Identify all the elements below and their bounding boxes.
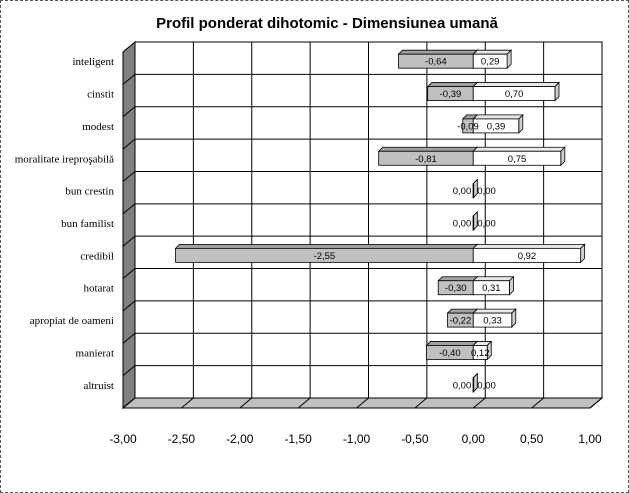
floor-gridline — [297, 397, 311, 409]
data-label-negative: -0,64 — [425, 57, 447, 68]
floor-gridline — [531, 397, 544, 409]
bars — [174, 49, 586, 393]
bar-top-positive — [472, 114, 524, 120]
data-label-negative: 0,00 — [453, 380, 472, 391]
category-label: hotarat — [83, 283, 114, 295]
floor-gridline — [122, 397, 136, 409]
floor-gridline — [414, 397, 428, 409]
category-label: inteligent — [72, 56, 114, 68]
bar-top-positive — [472, 146, 566, 152]
bar-positive — [472, 183, 475, 199]
bar-positive — [472, 247, 582, 263]
bar-positive — [472, 312, 513, 328]
bar-positive — [472, 215, 475, 231]
data-label-positive: 0,00 — [477, 219, 496, 230]
x-tick-label: -0,50 — [401, 432, 429, 446]
data-label-negative: 0,00 — [453, 186, 472, 197]
data-label-positive: 0,00 — [477, 380, 496, 391]
data-label-positive: 0,70 — [505, 89, 524, 100]
gridlines — [122, 42, 603, 409]
data-label-negative: -0,39 — [440, 89, 462, 100]
bar-top-negative — [426, 82, 479, 87]
data-labels: -0,64 0,29 -0,39 0,70 -0,09 0,39 -0,81 0,75 0,00… — [314, 57, 537, 392]
side-gridline — [122, 106, 136, 118]
data-label-positive: 0,33 — [483, 316, 502, 327]
bar-top-positive — [472, 243, 586, 249]
data-label-positive: 0,31 — [482, 283, 501, 294]
bar-positive — [472, 150, 562, 166]
data-label-negative: -0,30 — [445, 283, 467, 294]
bar-top-positive — [472, 49, 513, 55]
x-tick-labels: -3,00 -2,50 -2,00 -1,50 -1,00 -0,50 0,00 0,50 1,… — [109, 432, 602, 446]
bar-top-positive — [472, 82, 560, 87]
bar-top-negative — [174, 243, 479, 249]
data-label-positive: 0,39 — [487, 121, 506, 132]
side-gridline — [122, 171, 136, 182]
side-gridline — [122, 300, 136, 312]
bar-top-negative — [437, 276, 479, 282]
side-gridline — [122, 203, 136, 215]
data-label-positive: 0,00 — [477, 186, 496, 197]
floor-gridline — [181, 397, 194, 409]
bar-top-positive — [472, 308, 517, 314]
category-label: bun familist — [61, 218, 114, 230]
data-label-negative: -2,55 — [314, 251, 336, 262]
category-label: bun crestin — [65, 186, 114, 198]
bar-positive — [472, 377, 475, 393]
chart-title: Profil ponderat dihotomic - Dimensiunea … — [156, 15, 498, 32]
side-wall — [122, 40, 136, 410]
data-label-negative: 0,00 — [453, 219, 472, 230]
x-tick-label: 1,00 — [578, 432, 602, 446]
side-gridline — [122, 365, 136, 377]
bar-top-negative — [377, 146, 479, 152]
category-label: altruist — [83, 380, 114, 392]
x-tick-label: -2,50 — [168, 432, 196, 446]
data-label-positive: 0,75 — [508, 154, 527, 165]
x-tick-label: -1,00 — [343, 432, 371, 446]
side-gridline — [122, 268, 136, 279]
category-label: manierat — [76, 347, 114, 359]
bar-positive — [472, 345, 488, 360]
bar-positive — [472, 280, 510, 296]
floor-gridline — [356, 397, 369, 409]
x-tick-label: 0,50 — [520, 432, 544, 446]
bar-positive — [472, 86, 556, 101]
bar-top-positive — [472, 276, 515, 282]
data-label-negative: -0,22 — [450, 316, 472, 327]
side-gridline — [122, 73, 136, 85]
side-gridline — [122, 138, 136, 150]
side-gridline — [122, 235, 136, 247]
side-gridline — [122, 332, 136, 344]
bar-top-negative — [446, 308, 479, 314]
bar-top-negative — [425, 341, 479, 346]
data-label-negative: -0,40 — [439, 348, 461, 359]
x-tick-label: -2,00 — [226, 432, 254, 446]
data-label-negative: -0,81 — [415, 154, 437, 165]
x-tick-label: -3,00 — [109, 432, 137, 446]
floor-gridline — [472, 397, 486, 409]
data-label-negative: -0,09 — [457, 121, 479, 132]
category-label: modest — [82, 121, 114, 133]
category-label: moralitate ireproşabilă — [15, 153, 114, 165]
bar-positive — [472, 118, 520, 134]
bar-top-negative — [397, 49, 479, 55]
category-label: cinstit — [87, 89, 114, 101]
data-label-positive: 0,92 — [518, 251, 537, 262]
floor-gridline — [239, 397, 253, 409]
category-label: credibil — [80, 250, 114, 262]
category-label: apropiat de oameni — [30, 315, 114, 327]
floor-gridline — [589, 397, 603, 409]
bar-positive — [472, 53, 508, 69]
data-label-positive: 0,12 — [471, 348, 490, 359]
data-label-positive: 0,29 — [481, 57, 500, 68]
x-tick-label: 0,00 — [462, 432, 486, 446]
category-labels: inteligent cinstit modest moralitate irepro… — [15, 56, 115, 392]
x-tick-label: -1,50 — [284, 432, 312, 446]
